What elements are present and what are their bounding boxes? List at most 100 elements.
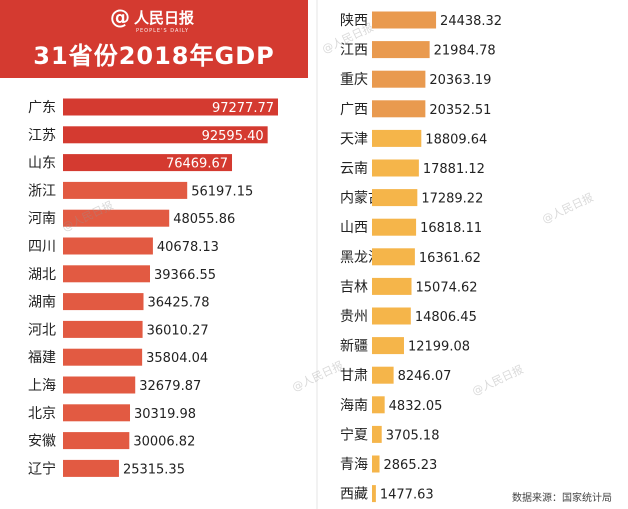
data-label: 97277.77 bbox=[212, 101, 274, 116]
data-label: 16361.62 bbox=[419, 251, 481, 266]
data-label: 17289.22 bbox=[421, 192, 483, 207]
bar bbox=[63, 320, 143, 338]
category-label: 浙江 bbox=[28, 183, 56, 199]
data-label: 1477.63 bbox=[380, 488, 434, 503]
category-label: 北京 bbox=[28, 406, 56, 422]
category-label: 重庆 bbox=[340, 72, 368, 88]
category-label: 福建 bbox=[28, 350, 56, 366]
category-label: 湖北 bbox=[28, 267, 56, 283]
logo-at-icon: @ bbox=[110, 5, 130, 29]
category-label: 江苏 bbox=[28, 128, 56, 144]
bar bbox=[372, 11, 437, 29]
category-label: 河南 bbox=[28, 211, 56, 227]
bar bbox=[372, 70, 426, 88]
category-label: 内蒙古 bbox=[340, 191, 382, 207]
data-label: 20363.19 bbox=[429, 73, 491, 88]
bar bbox=[372, 337, 404, 355]
bar bbox=[63, 432, 130, 450]
bar bbox=[63, 126, 268, 144]
bar bbox=[372, 366, 394, 384]
data-label: 18809.64 bbox=[425, 132, 487, 147]
category-label: 山东 bbox=[28, 156, 56, 172]
bar bbox=[372, 189, 418, 207]
bar bbox=[63, 404, 131, 422]
logo-name: 人民日报 bbox=[134, 8, 195, 27]
category-label: 宁夏 bbox=[340, 426, 368, 443]
bar bbox=[372, 396, 385, 414]
bar bbox=[372, 41, 430, 59]
data-label: 30319.98 bbox=[134, 407, 196, 422]
data-label: 36010.27 bbox=[147, 323, 209, 338]
data-label: 15074.62 bbox=[416, 280, 478, 295]
category-label: 山西 bbox=[340, 220, 368, 236]
data-label: 56197.15 bbox=[191, 184, 253, 199]
bar bbox=[372, 307, 411, 325]
bar bbox=[372, 277, 412, 295]
bar bbox=[372, 129, 422, 147]
bar bbox=[63, 265, 151, 283]
data-label: 21984.78 bbox=[434, 44, 496, 59]
category-label: 四川 bbox=[28, 239, 56, 255]
bar bbox=[63, 98, 278, 116]
data-label: 3705.18 bbox=[386, 428, 440, 443]
category-label: 青海 bbox=[340, 457, 368, 473]
category-label: 吉林 bbox=[340, 279, 368, 295]
category-label: 广东 bbox=[28, 100, 56, 116]
data-label: 17881.12 bbox=[423, 162, 485, 177]
data-label: 25315.35 bbox=[123, 462, 185, 477]
bar bbox=[63, 293, 144, 311]
data-label: 92595.40 bbox=[202, 129, 264, 144]
category-label: 贵州 bbox=[340, 309, 368, 325]
bar bbox=[63, 348, 143, 366]
category-label: 上海 bbox=[28, 378, 56, 394]
category-label: 湖南 bbox=[28, 295, 56, 311]
data-label: 76469.67 bbox=[166, 157, 228, 172]
category-label: 黑龙江 bbox=[340, 250, 382, 266]
data-label: 40678.13 bbox=[157, 240, 219, 255]
data-label: 2865.23 bbox=[384, 458, 438, 473]
logo-subtitle: PEOPLE'S DAILY bbox=[136, 28, 190, 34]
category-label: 新疆 bbox=[340, 339, 368, 355]
category-label: 云南 bbox=[340, 161, 368, 177]
data-label: 48055.86 bbox=[173, 212, 235, 227]
category-label: 天津 bbox=[340, 131, 368, 147]
data-label: 32679.87 bbox=[139, 379, 201, 394]
data-label: 24438.32 bbox=[440, 14, 502, 29]
category-label: 甘肃 bbox=[340, 368, 368, 384]
data-label: 36425.78 bbox=[148, 296, 210, 311]
data-label: 14806.45 bbox=[415, 310, 477, 325]
bar bbox=[372, 455, 380, 473]
source-note: 数据来源：国家统计局 bbox=[512, 493, 612, 504]
category-label: 海南 bbox=[340, 398, 368, 414]
bar bbox=[63, 459, 119, 477]
bar bbox=[63, 181, 188, 199]
bar bbox=[63, 376, 136, 394]
bar bbox=[63, 154, 233, 172]
data-label: 35804.04 bbox=[146, 351, 208, 366]
data-label: 20352.51 bbox=[429, 103, 491, 118]
data-label: 30006.82 bbox=[133, 435, 195, 450]
category-label: 江西 bbox=[340, 43, 368, 59]
category-label: 广西 bbox=[340, 102, 368, 118]
data-label: 16818.11 bbox=[420, 221, 482, 236]
bar bbox=[372, 248, 415, 266]
category-label: 辽宁 bbox=[28, 460, 56, 477]
data-label: 12199.08 bbox=[408, 340, 470, 355]
bar bbox=[372, 218, 417, 236]
bar bbox=[372, 159, 419, 177]
category-label: 陕西 bbox=[340, 13, 368, 29]
bar bbox=[372, 485, 376, 503]
chart-title: 31省份2018年GDP bbox=[33, 42, 275, 70]
bar bbox=[372, 100, 426, 118]
peoples-daily-logo: @ 人民日报 bbox=[110, 6, 194, 28]
data-label: 39366.55 bbox=[154, 268, 216, 283]
bar bbox=[63, 237, 153, 255]
chart-header: @ 人民日报 PEOPLE'S DAILY 31省份2018年GDP bbox=[0, 0, 308, 78]
category-label: 西藏 bbox=[340, 487, 368, 503]
column-divider bbox=[316, 0, 318, 509]
data-label: 8246.07 bbox=[398, 369, 452, 384]
bar bbox=[372, 425, 382, 443]
data-label: 4832.05 bbox=[389, 399, 443, 414]
category-label: 河北 bbox=[28, 322, 56, 338]
